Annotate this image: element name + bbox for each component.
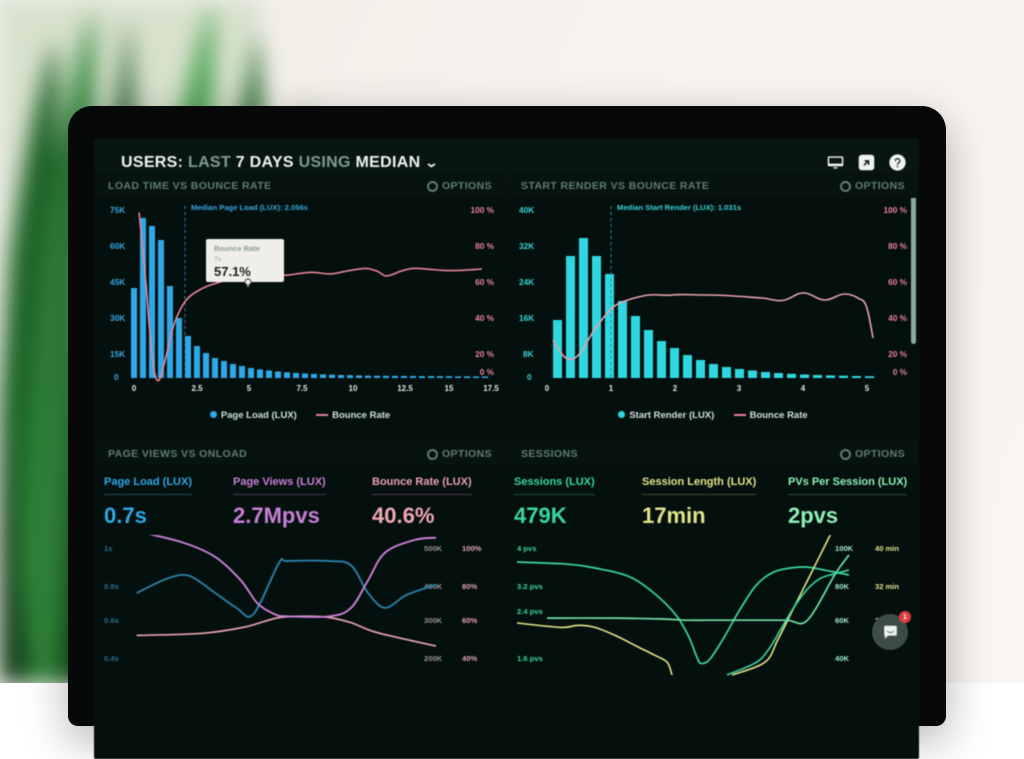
svg-text:7.5: 7.5 (296, 384, 308, 393)
svg-text:60K: 60K (835, 616, 849, 625)
svg-text:0 %: 0 % (893, 367, 908, 377)
svg-text:32 min: 32 min (875, 582, 899, 591)
svg-text:2.4 pvs: 2.4 pvs (517, 607, 543, 616)
svg-text:400K: 400K (424, 582, 443, 591)
svg-text:24K: 24K (519, 277, 534, 287)
svg-text:Median Start Render (LUX): 1.0: Median Start Render (LUX): 1.031s (617, 203, 741, 212)
svg-text:32K: 32K (519, 241, 534, 251)
svg-text:300K: 300K (424, 616, 443, 625)
svg-text:12.5: 12.5 (397, 384, 413, 393)
svg-text:5: 5 (865, 384, 870, 393)
svg-text:17.5: 17.5 (483, 384, 499, 393)
svg-text:20 %: 20 % (475, 349, 495, 359)
svg-text:Median Page Load (LUX): 2.056s: Median Page Load (LUX): 2.056s (191, 203, 308, 212)
svg-text:1: 1 (609, 384, 614, 393)
svg-text:75K: 75K (110, 205, 125, 215)
svg-text:100%: 100% (462, 544, 482, 553)
svg-text:15: 15 (445, 384, 454, 393)
svg-text:100K: 100K (835, 544, 854, 553)
svg-text:500K: 500K (424, 544, 443, 553)
svg-text:0.4s: 0.4s (104, 654, 119, 663)
svg-text:40 %: 40 % (888, 313, 908, 323)
svg-text:40 min: 40 min (875, 544, 899, 553)
svg-text:45K: 45K (110, 277, 125, 287)
svg-text:0: 0 (132, 384, 137, 393)
svg-text:80K: 80K (835, 582, 849, 591)
svg-text:0: 0 (545, 384, 550, 393)
svg-text:20 %: 20 % (888, 349, 908, 359)
svg-text:2.5: 2.5 (191, 384, 203, 393)
svg-text:1s: 1s (104, 544, 112, 553)
svg-text:40%: 40% (462, 654, 477, 663)
svg-text:10: 10 (349, 384, 358, 393)
svg-text:3.2 pvs: 3.2 pvs (517, 582, 543, 591)
svg-text:80 %: 80 % (888, 241, 908, 251)
svg-text:40K: 40K (835, 654, 849, 663)
svg-text:3: 3 (737, 384, 742, 393)
svg-text:0 %: 0 % (480, 367, 495, 377)
svg-text:60 %: 60 % (475, 277, 495, 287)
svg-text:5: 5 (247, 384, 252, 393)
svg-text:80 %: 80 % (475, 241, 495, 251)
svg-text:100 %: 100 % (470, 205, 494, 215)
svg-text:30K: 30K (110, 313, 125, 323)
svg-text:8K: 8K (523, 349, 534, 359)
svg-text:16K: 16K (519, 313, 534, 323)
svg-text:57.1%: 57.1% (214, 264, 251, 279)
svg-text:200K: 200K (424, 654, 443, 663)
svg-text:80%: 80% (462, 582, 477, 591)
svg-text:4: 4 (801, 384, 806, 393)
svg-text:60 %: 60 % (888, 277, 908, 287)
svg-text:7s: 7s (214, 256, 222, 263)
svg-text:40 %: 40 % (475, 313, 495, 323)
svg-text:100 %: 100 % (883, 205, 907, 215)
svg-text:0.6s: 0.6s (104, 616, 119, 625)
svg-text:1.6 pvs: 1.6 pvs (517, 654, 543, 663)
svg-text:2: 2 (673, 384, 678, 393)
svg-text:40K: 40K (519, 205, 534, 215)
svg-text:0.8s: 0.8s (104, 582, 119, 591)
svg-text:0: 0 (114, 372, 119, 382)
svg-text:15K: 15K (110, 349, 125, 359)
svg-text:Bounce Rate: Bounce Rate (214, 244, 260, 253)
svg-text:60%: 60% (462, 616, 477, 625)
svg-text:60K: 60K (110, 241, 125, 251)
svg-text:4 pvs: 4 pvs (517, 544, 536, 553)
svg-text:0: 0 (527, 372, 532, 382)
